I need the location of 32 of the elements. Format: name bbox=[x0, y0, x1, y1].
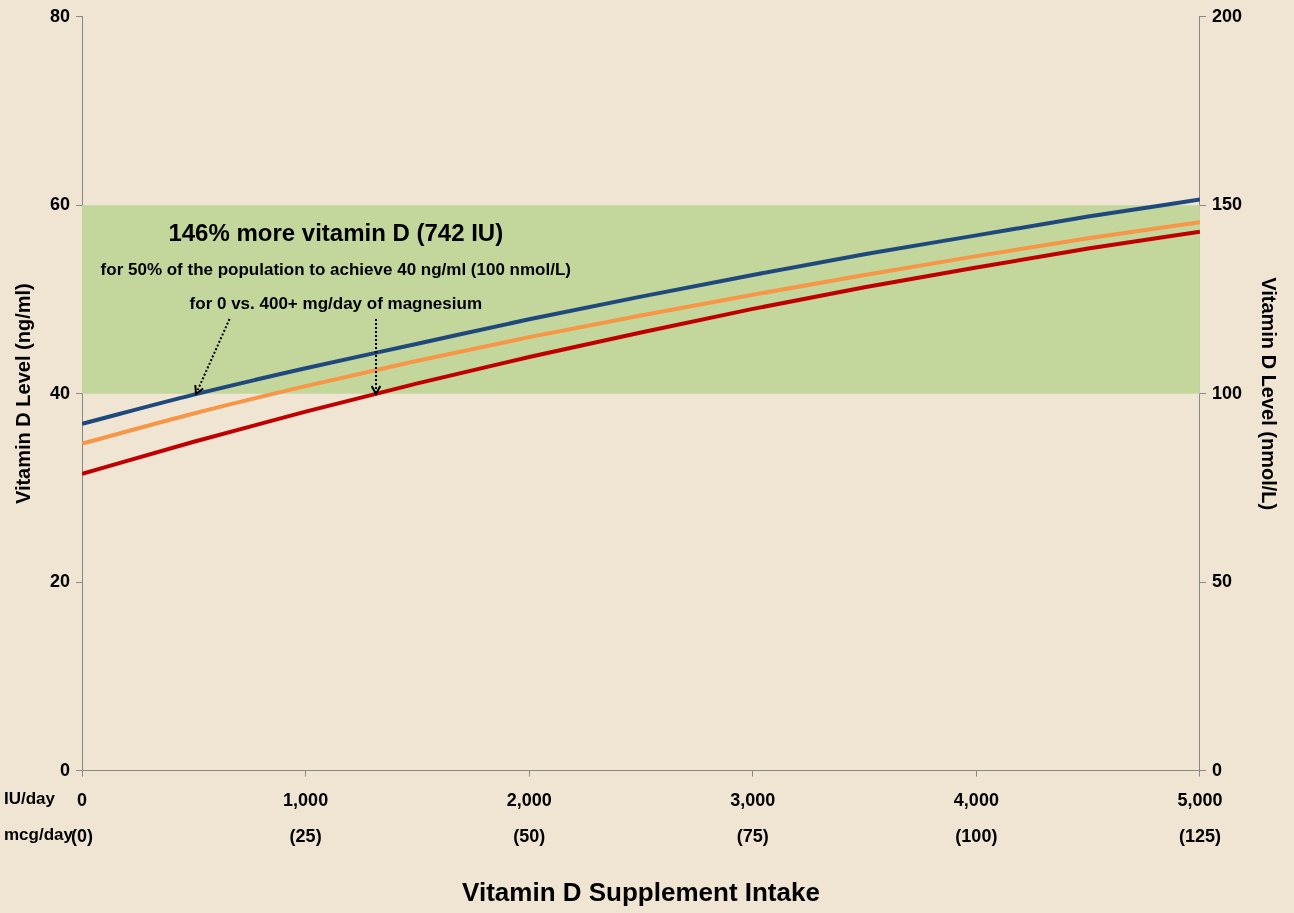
x-tick-label: 5,000 bbox=[1177, 790, 1223, 811]
y2-tick-label: 100 bbox=[1211, 382, 1243, 403]
x2-tick-label: (100) bbox=[955, 825, 998, 846]
annotation: for 0 vs. 400+ mg/day of magnesium bbox=[189, 294, 483, 314]
text: IU/day bbox=[4, 789, 56, 809]
y2-axis-title: Vitamin D Level (nmol/L) bbox=[1258, 277, 1281, 511]
y-axis-title: Vitamin D Level (ng/ml) bbox=[11, 283, 34, 505]
line-series bbox=[82, 220, 1200, 446]
y-tick-label: 20 bbox=[49, 571, 71, 592]
y2-tick-label: 0 bbox=[1211, 759, 1222, 780]
y2-tick-label: 50 bbox=[1211, 571, 1232, 592]
text: mcg/day bbox=[4, 824, 74, 844]
y-tick-label: 60 bbox=[49, 194, 71, 215]
x2-tick-label: (50) bbox=[513, 825, 546, 846]
y-tick-label: 80 bbox=[49, 5, 71, 26]
annotation: for 50% of the population to achieve 40 ng/ml (100 nmol/L) bbox=[100, 259, 571, 279]
x-tick-label: 3,000 bbox=[730, 790, 776, 811]
y2-tick-label: 150 bbox=[1211, 194, 1243, 215]
x-tick-label: 2,000 bbox=[506, 790, 552, 811]
annotation: 146% more vitamin D (742 IU) bbox=[168, 218, 504, 246]
y-tick-label: 0 bbox=[60, 759, 71, 780]
y-tick-label: 40 bbox=[49, 382, 71, 403]
line-series bbox=[82, 197, 1200, 426]
x-tick-label: 1,000 bbox=[283, 790, 329, 811]
x2-tick-label: (25) bbox=[289, 825, 322, 846]
x2-tick-label: (0) bbox=[71, 825, 94, 846]
y2-tick-label: 200 bbox=[1211, 5, 1243, 26]
x-tick-label: 0 bbox=[77, 790, 88, 811]
x2-tick-label: (75) bbox=[736, 825, 769, 846]
x-tick-label: 4,000 bbox=[953, 790, 999, 811]
x2-tick-label: (125) bbox=[1178, 825, 1221, 846]
x-axis-title: Vitamin D Supplement Intake bbox=[462, 876, 820, 907]
